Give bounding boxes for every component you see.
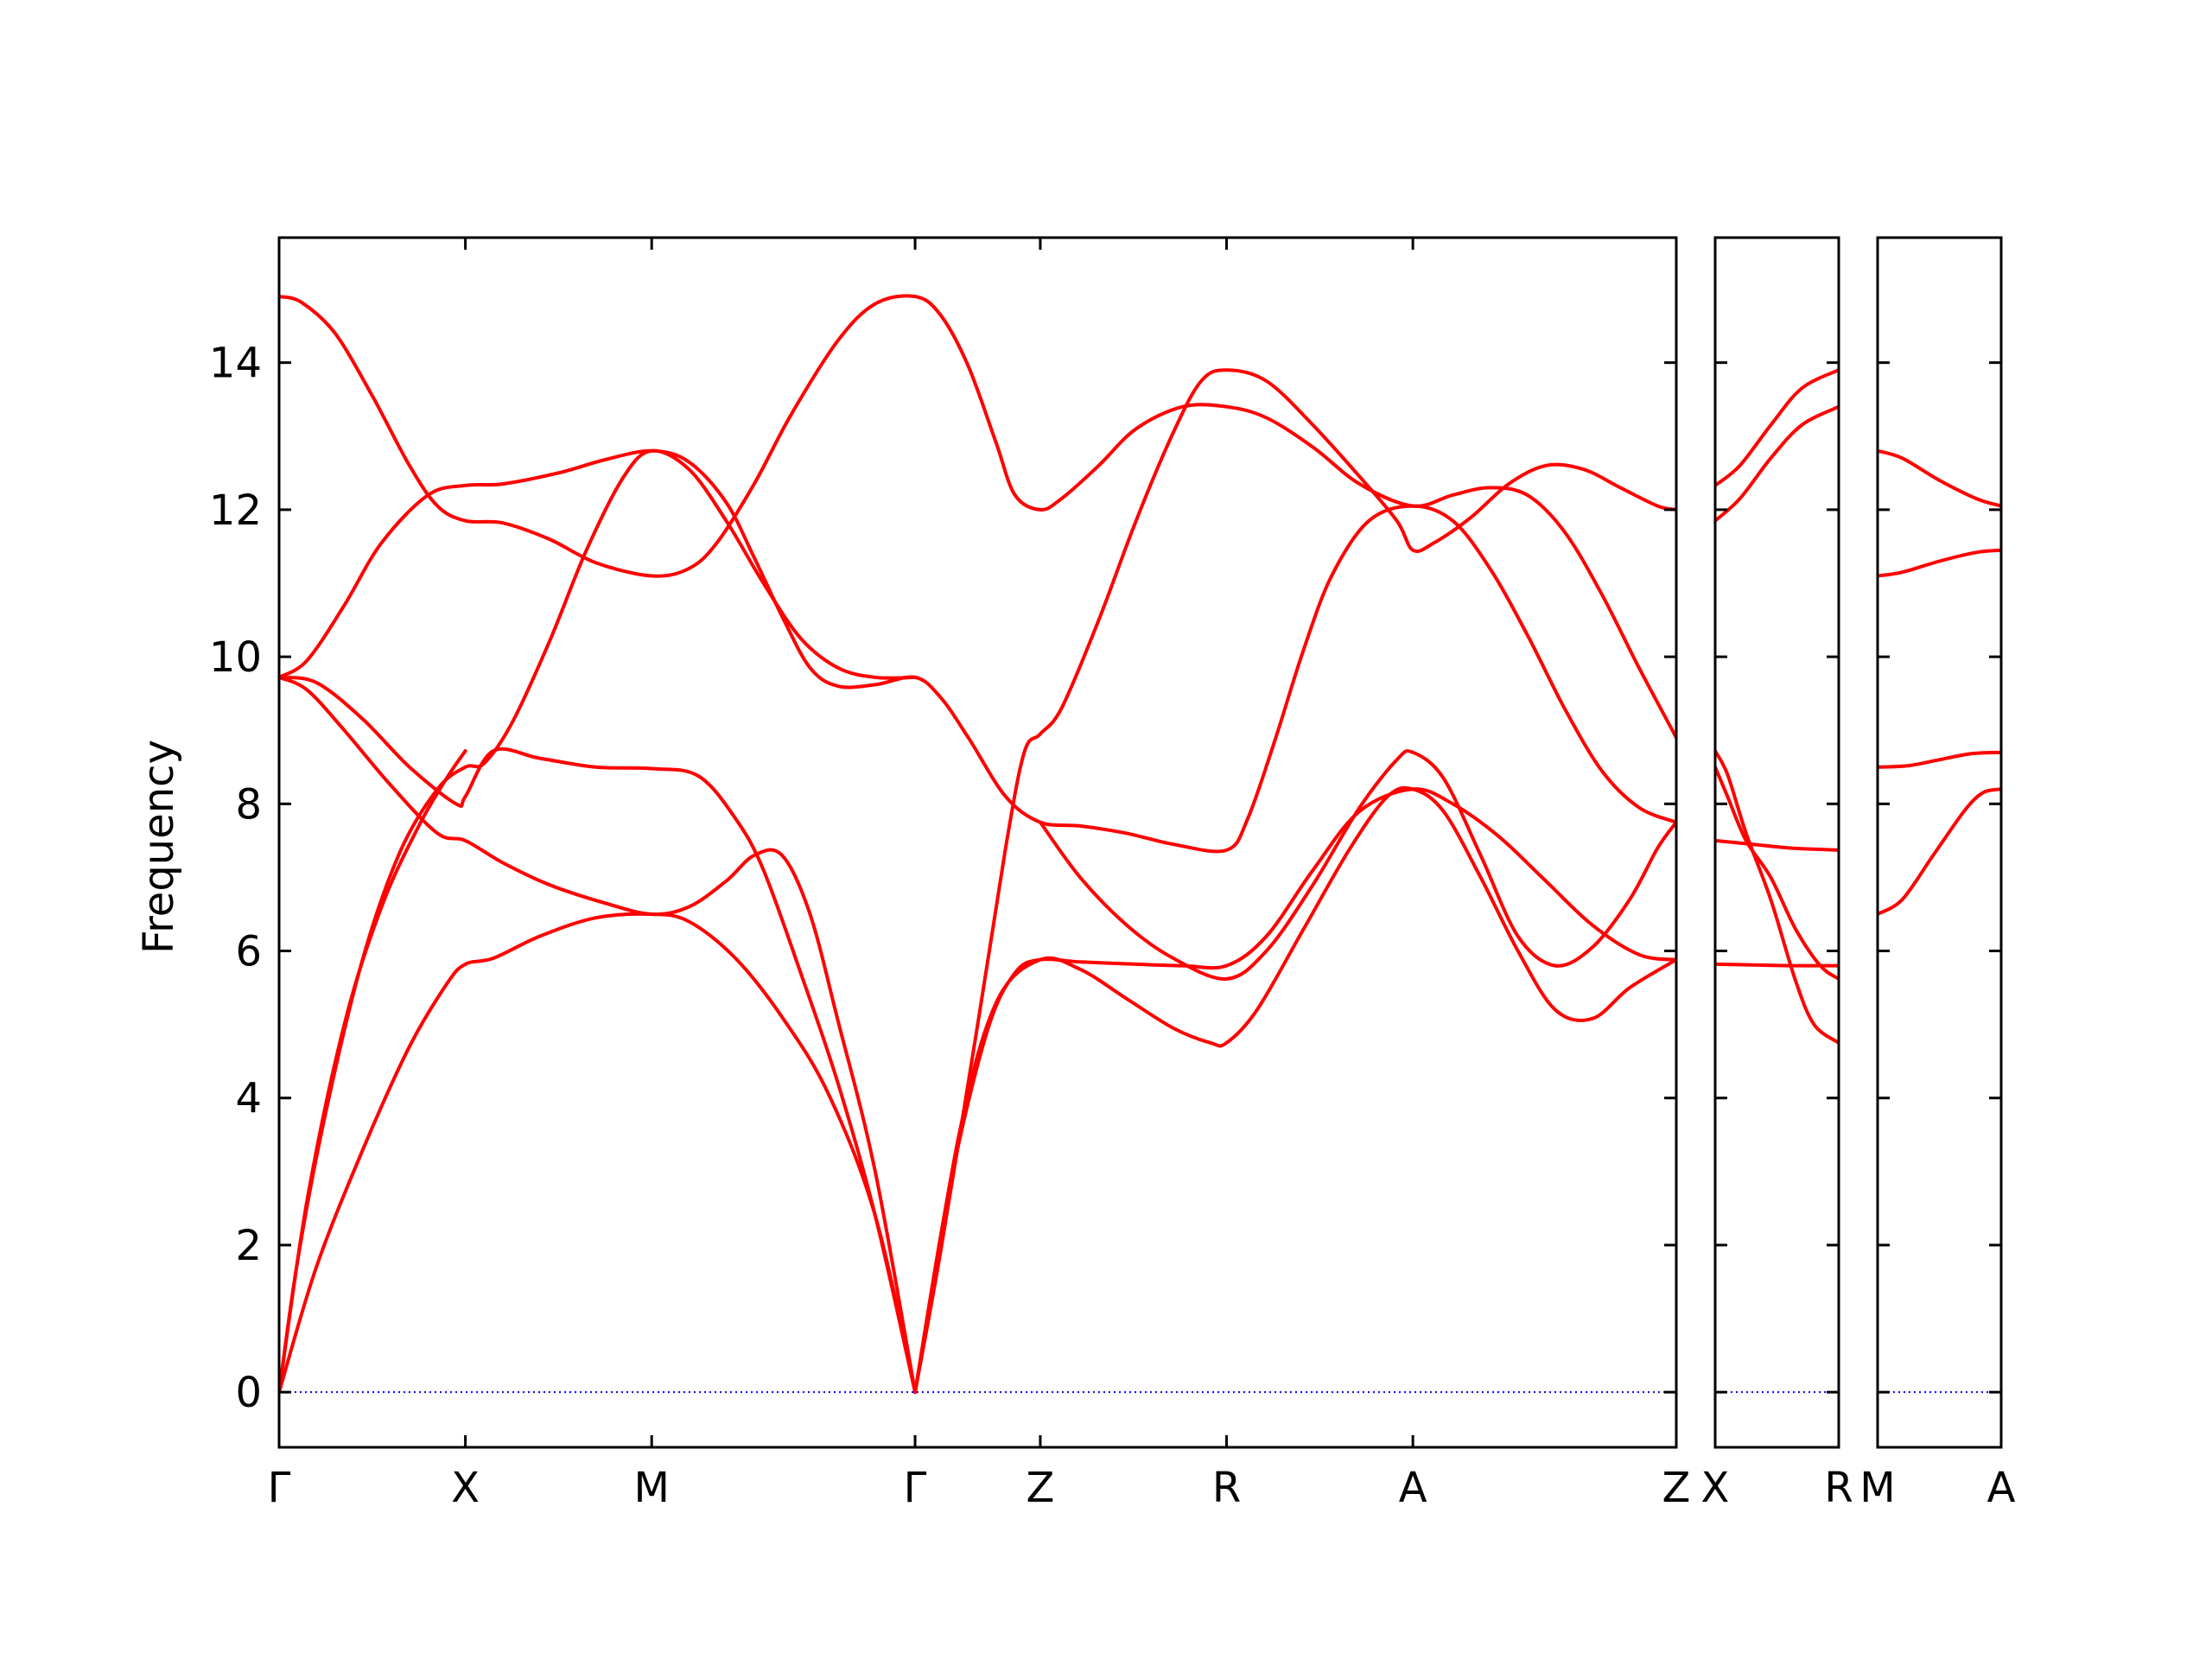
band-line-3	[1878, 787, 2001, 916]
band-line-3	[279, 675, 918, 1395]
x-tick-label: M	[633, 1464, 669, 1512]
x-tick-label: X	[1701, 1464, 1730, 1512]
y-tick-label: 8	[235, 780, 262, 829]
band-line-2	[1878, 750, 2001, 769]
y-axis-label: Frequency	[135, 740, 183, 954]
band-line-4	[1715, 838, 1839, 852]
band-line-1	[1715, 404, 1839, 523]
x-tick-label: A	[1399, 1464, 1427, 1512]
band-line-0	[1878, 448, 2001, 508]
band-line-10	[1038, 749, 1676, 981]
x-tick-label: Γ	[904, 1464, 927, 1512]
x-tick-label: R	[1212, 1464, 1241, 1512]
band-line-1	[279, 448, 1676, 854]
y-tick-label: 12	[209, 486, 262, 535]
band-lines	[1878, 448, 2001, 916]
x-tick-label: A	[1987, 1464, 2016, 1512]
x-tick-label: Z	[1662, 1464, 1691, 1512]
y-tick-label: 14	[209, 340, 262, 388]
band-line-8	[913, 787, 1676, 1395]
y-tick-label: 2	[235, 1222, 262, 1270]
band-line-2	[1715, 749, 1839, 1045]
band-line-0	[279, 294, 1676, 740]
band-line-1	[1878, 548, 2001, 578]
y-tick-label: 6	[235, 928, 262, 976]
y-tick-label: 0	[235, 1369, 262, 1417]
x-tick-label: Γ	[268, 1464, 291, 1512]
band-line-5	[279, 749, 467, 1395]
band-line-9	[913, 785, 1676, 1395]
panel-frame	[1876, 236, 2003, 1449]
panel-frame	[277, 236, 1678, 1449]
x-tick-label: R	[1824, 1464, 1853, 1512]
panel-frame	[1713, 236, 1840, 1449]
x-tick-label: M	[1859, 1464, 1895, 1512]
band-lines	[279, 294, 1676, 1395]
y-tick-label: 4	[235, 1075, 262, 1123]
band-lines	[1715, 368, 1839, 1045]
band-line-6	[279, 912, 918, 1395]
panel-0: 0 2 4 6 8 10 12 14 Γ X M Γ Z R A Z	[209, 236, 1691, 1512]
band-line-0	[1715, 368, 1839, 487]
band-line-5	[1715, 962, 1839, 968]
x-tick-label: X	[451, 1464, 480, 1512]
band-line-7	[913, 368, 1676, 1395]
y-tick-label: 10	[209, 633, 262, 682]
x-tick-label: Z	[1026, 1464, 1054, 1512]
band-line-2	[279, 675, 918, 1395]
